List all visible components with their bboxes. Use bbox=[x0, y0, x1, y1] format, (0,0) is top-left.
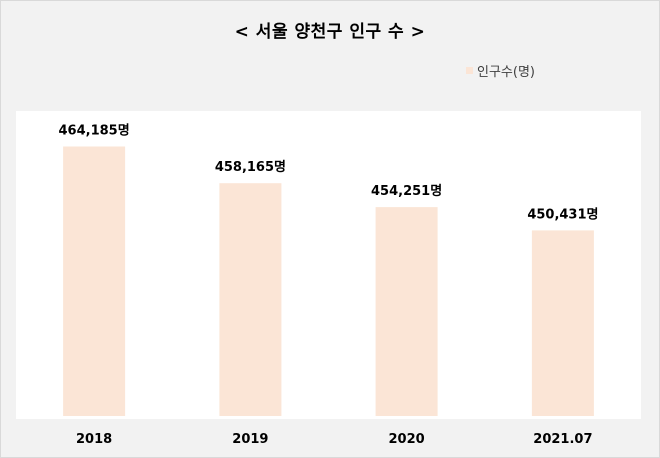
bar-2019 bbox=[219, 183, 282, 416]
bars-layer bbox=[63, 146, 594, 416]
chart-title: < 서울 양천구 인구 수 > bbox=[234, 22, 426, 42]
x-tick-2018: 2018 bbox=[76, 432, 112, 447]
value-labels-layer: 464,185명 458,165명 454,251명 450,431명 bbox=[59, 123, 599, 223]
x-tick-2019: 2019 bbox=[232, 432, 268, 447]
value-label-2018: 464,185명 bbox=[59, 123, 130, 139]
legend-swatch bbox=[466, 66, 473, 74]
x-tick-2020: 2020 bbox=[389, 432, 425, 447]
chart-legend: 인구수(명) bbox=[466, 61, 535, 80]
bar-2020 bbox=[375, 207, 438, 416]
bar-2018 bbox=[63, 146, 126, 416]
bar-2021.07 bbox=[531, 230, 594, 416]
x-axis-ticks: 2018 2019 2020 2021.07 bbox=[76, 432, 593, 447]
value-label-2020: 454,251명 bbox=[371, 183, 442, 199]
legend-label: 인구수(명) bbox=[477, 64, 535, 80]
x-tick-2021.07: 2021.07 bbox=[533, 432, 592, 447]
value-label-2021.07: 450,431명 bbox=[527, 206, 598, 222]
value-label-2019: 458,165명 bbox=[215, 159, 286, 175]
